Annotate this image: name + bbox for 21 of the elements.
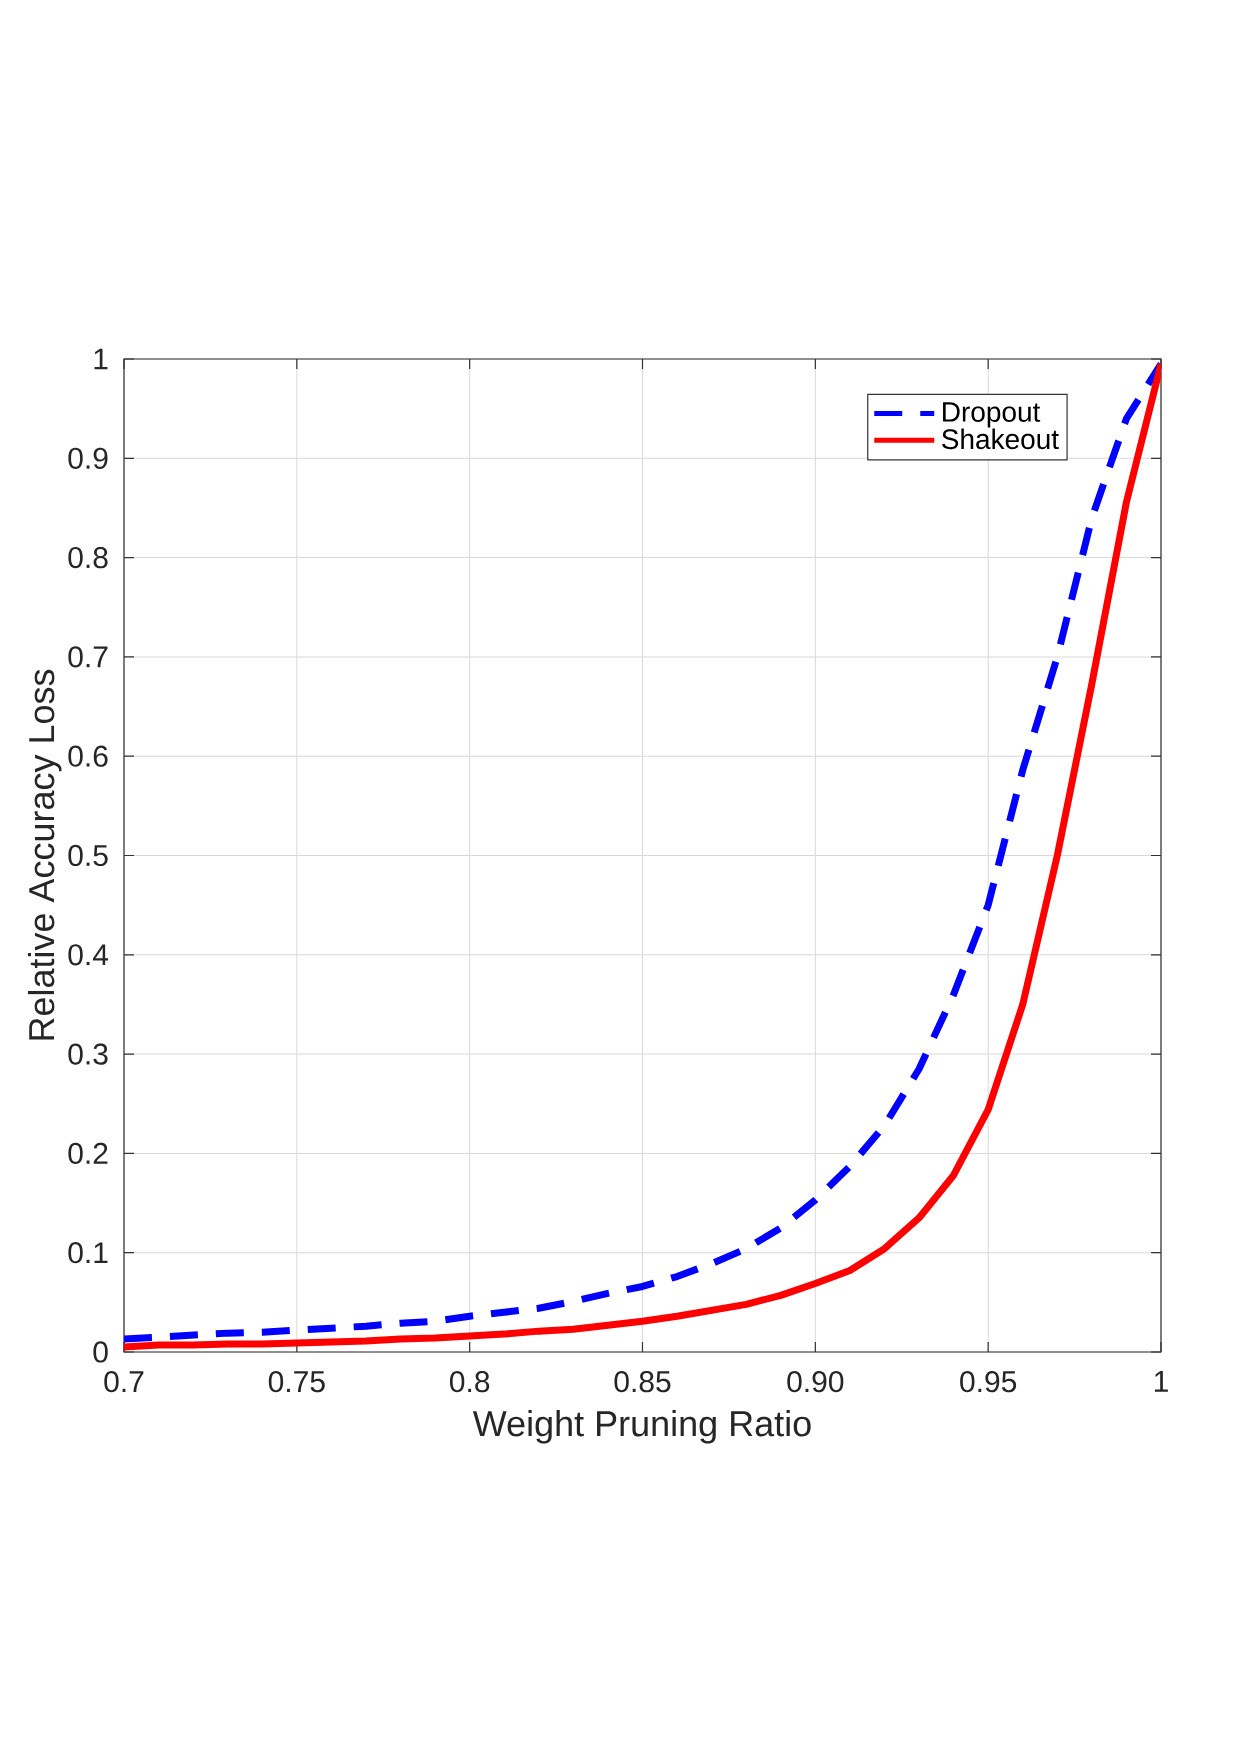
x-tick-label: 0.95 <box>960 1371 1017 1393</box>
y-tick-label: 0.8 <box>68 546 108 569</box>
x-tick-label: 0.85 <box>614 1371 671 1393</box>
y-tick-label: 0.2 <box>68 1142 108 1164</box>
x-tick-label: 0.90 <box>787 1371 844 1393</box>
y-tick-label: 0.5 <box>68 844 108 867</box>
y-tick-label: 0.7 <box>68 646 108 668</box>
legend-label: Dropout <box>943 402 1041 428</box>
y-axis-title: Relative Accuracy Loss <box>27 669 62 1040</box>
x-axis-title: Weight Pruning Ratio <box>472 1410 811 1444</box>
y-tick-label: 1 <box>94 348 108 370</box>
x-tick-label: 0.8 <box>449 1371 490 1393</box>
x-tick-label: 1 <box>1154 1371 1168 1392</box>
x-tick-label: 0.75 <box>268 1371 325 1393</box>
legend-label: Shakeout <box>942 428 1059 450</box>
y-tick-label: 0 <box>93 1341 108 1363</box>
y-tick-label: 0.1 <box>68 1242 108 1264</box>
y-tick-label: 0.4 <box>68 944 109 966</box>
y-tick-label: 0.3 <box>68 1043 108 1065</box>
y-tick-label: 0.6 <box>68 745 108 767</box>
y-tick-label: 0.9 <box>68 447 108 469</box>
